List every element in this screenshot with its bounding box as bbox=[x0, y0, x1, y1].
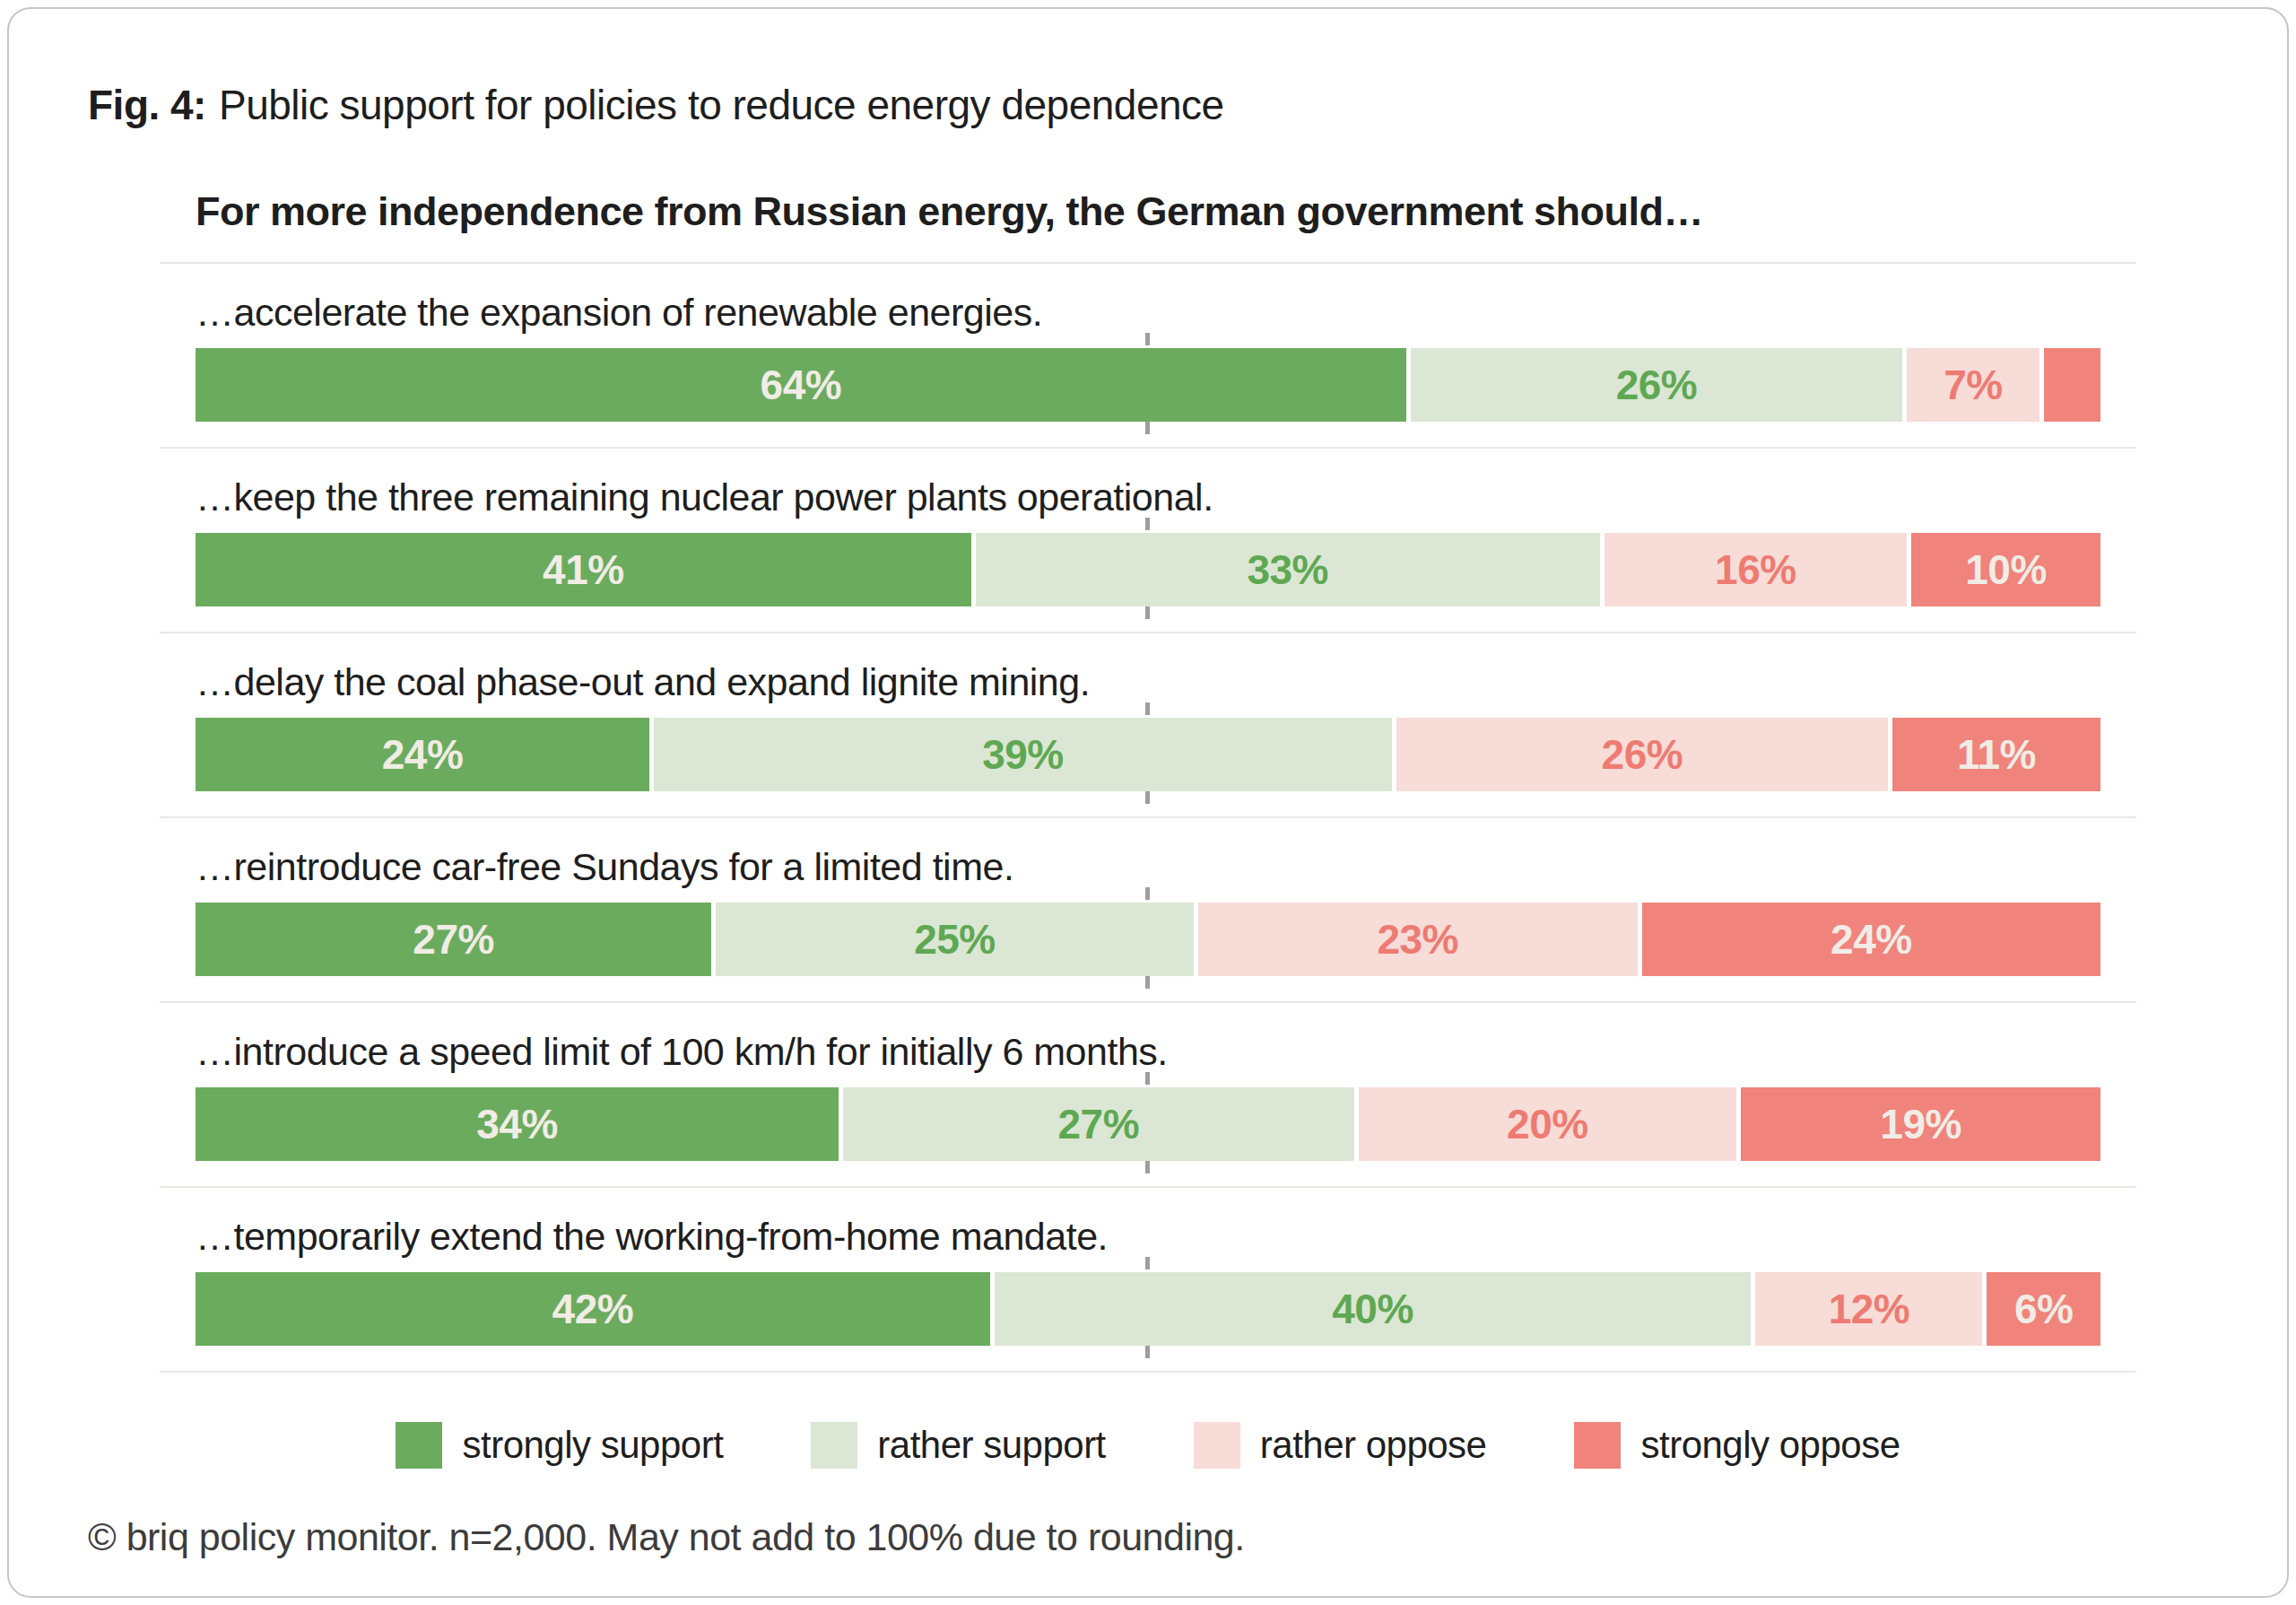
figure-number: Fig. 4: bbox=[88, 82, 206, 128]
segment-value-label: 33% bbox=[1247, 545, 1328, 594]
segment-value-label: 11% bbox=[1957, 730, 2036, 779]
bar-segment-rather-support: 26% bbox=[1411, 348, 1902, 422]
policy-label: …reintroduce car-free Sundays for a limi… bbox=[196, 845, 2100, 888]
bar-segment-strongly-support: 27% bbox=[196, 903, 711, 976]
policy-label: …accelerate the expansion of renewable e… bbox=[196, 291, 2100, 334]
bar-segment-rather-support: 25% bbox=[716, 903, 1194, 976]
chart-legend: strongly support rather support rather o… bbox=[160, 1422, 2136, 1469]
stacked-bar: 64% 26% 7% bbox=[196, 348, 2100, 422]
bar-segment-strongly-oppose: 6% bbox=[1987, 1272, 2100, 1346]
segment-value-label: 7% bbox=[1944, 361, 2002, 409]
bar-segment-rather-support: 40% bbox=[995, 1272, 1752, 1346]
segment-value-label: 42% bbox=[552, 1285, 634, 1333]
bar-segment-rather-support: 27% bbox=[843, 1087, 1353, 1161]
figure-title: Fig. 4: Public support for policies to re… bbox=[88, 83, 2208, 129]
segment-value-label: 20% bbox=[1507, 1100, 1588, 1148]
bar-segment-rather-oppose: 12% bbox=[1755, 1272, 1982, 1346]
policy-row: …accelerate the expansion of renewable e… bbox=[160, 264, 2136, 449]
segment-value-label: 26% bbox=[1602, 730, 1683, 779]
bar-segment-rather-oppose: 26% bbox=[1396, 718, 1888, 791]
segment-value-label: 39% bbox=[982, 730, 1064, 779]
legend-label: rather oppose bbox=[1260, 1424, 1487, 1467]
segment-value-label: 41% bbox=[543, 545, 624, 594]
legend-item-rather-support: rather support bbox=[811, 1422, 1105, 1469]
policy-row: …introduce a speed limit of 100 km/h for… bbox=[160, 1003, 2136, 1188]
policy-row: …keep the three remaining nuclear power … bbox=[160, 449, 2136, 633]
segment-value-label: 27% bbox=[413, 915, 494, 964]
segment-value-label: 16% bbox=[1715, 545, 1796, 594]
segment-value-label: 12% bbox=[1829, 1285, 1910, 1333]
policy-label: …introduce a speed limit of 100 km/h for… bbox=[196, 1030, 2100, 1073]
stacked-bar-chart: For more independence from Russian energ… bbox=[160, 188, 2136, 1470]
bar-segment-rather-oppose: 16% bbox=[1605, 533, 1907, 606]
bar-segment-rather-support: 33% bbox=[976, 533, 1600, 606]
segment-value-label: 23% bbox=[1377, 915, 1458, 964]
bar-segment-strongly-support: 24% bbox=[196, 718, 649, 791]
bar-segment-strongly-support: 41% bbox=[196, 533, 971, 606]
legend-swatch-rather-oppose bbox=[1194, 1422, 1240, 1469]
stacked-bar: 41% 33% 16% 10% bbox=[196, 533, 2100, 606]
segment-value-label: 24% bbox=[1831, 915, 1912, 964]
bar-segment-strongly-support: 64% bbox=[196, 348, 1406, 422]
stacked-bar: 34% 27% 20% 19% bbox=[196, 1087, 2100, 1161]
policy-label: …temporarily extend the working-from-hom… bbox=[196, 1215, 2100, 1258]
segment-value-label: 10% bbox=[1965, 545, 2047, 594]
segment-value-label: 34% bbox=[476, 1100, 558, 1148]
legend-label: strongly oppose bbox=[1640, 1424, 1900, 1467]
legend-swatch-strongly-support bbox=[396, 1422, 442, 1469]
stacked-bar: 27% 25% 23% 24% bbox=[196, 903, 2100, 976]
legend-item-strongly-oppose: strongly oppose bbox=[1574, 1422, 1900, 1469]
segment-value-label: 40% bbox=[1332, 1285, 1413, 1333]
policy-row: …reintroduce car-free Sundays for a limi… bbox=[160, 818, 2136, 1003]
legend-label: rather support bbox=[877, 1424, 1105, 1467]
bar-segment-strongly-oppose: 24% bbox=[1642, 903, 2100, 976]
bar-segment-rather-oppose: 7% bbox=[1907, 348, 2039, 422]
bar-segment-rather-oppose: 20% bbox=[1359, 1087, 1737, 1161]
legend-swatch-strongly-oppose bbox=[1574, 1422, 1621, 1469]
stacked-bar: 24% 39% 26% 11% bbox=[196, 718, 2100, 791]
bar-segment-strongly-oppose bbox=[2044, 348, 2100, 422]
legend-item-strongly-support: strongly support bbox=[396, 1422, 723, 1469]
legend-label: strongly support bbox=[462, 1424, 723, 1467]
policy-row: …delay the coal phase-out and expand lig… bbox=[160, 633, 2136, 818]
bar-segment-strongly-oppose: 10% bbox=[1911, 533, 2100, 606]
policy-label: …keep the three remaining nuclear power … bbox=[196, 475, 2100, 519]
segment-value-label: 24% bbox=[382, 730, 464, 779]
figure-title-text: Public support for policies to reduce en… bbox=[219, 82, 1224, 128]
bar-rows: …accelerate the expansion of renewable e… bbox=[160, 262, 2136, 1374]
segment-value-label: 25% bbox=[914, 915, 996, 964]
legend-swatch-rather-support bbox=[811, 1422, 857, 1469]
stacked-bar: 42% 40% 12% 6% bbox=[196, 1272, 2100, 1346]
figure-card: Fig. 4: Public support for policies to re… bbox=[7, 7, 2289, 1598]
segment-value-label: 64% bbox=[761, 361, 842, 409]
segment-value-label: 26% bbox=[1616, 361, 1698, 409]
bar-segment-strongly-oppose: 11% bbox=[1892, 718, 2100, 791]
bar-segment-rather-support: 39% bbox=[654, 718, 1392, 791]
chart-question: For more independence from Russian energ… bbox=[196, 188, 2100, 235]
policy-row: …temporarily extend the working-from-hom… bbox=[160, 1188, 2136, 1373]
bar-segment-strongly-support: 42% bbox=[196, 1272, 990, 1346]
legend-item-rather-oppose: rather oppose bbox=[1194, 1422, 1487, 1469]
segment-value-label: 6% bbox=[2014, 1285, 2073, 1333]
bar-segment-rather-oppose: 23% bbox=[1198, 903, 1638, 976]
policy-label: …delay the coal phase-out and expand lig… bbox=[196, 660, 2100, 703]
segment-value-label: 27% bbox=[1057, 1100, 1139, 1148]
bar-segment-strongly-oppose: 19% bbox=[1741, 1087, 2100, 1161]
bar-segment-strongly-support: 34% bbox=[196, 1087, 839, 1161]
segment-value-label: 19% bbox=[1880, 1100, 1961, 1148]
source-note: © briq policy monitor. n=2,000. May not … bbox=[88, 1515, 2208, 1559]
